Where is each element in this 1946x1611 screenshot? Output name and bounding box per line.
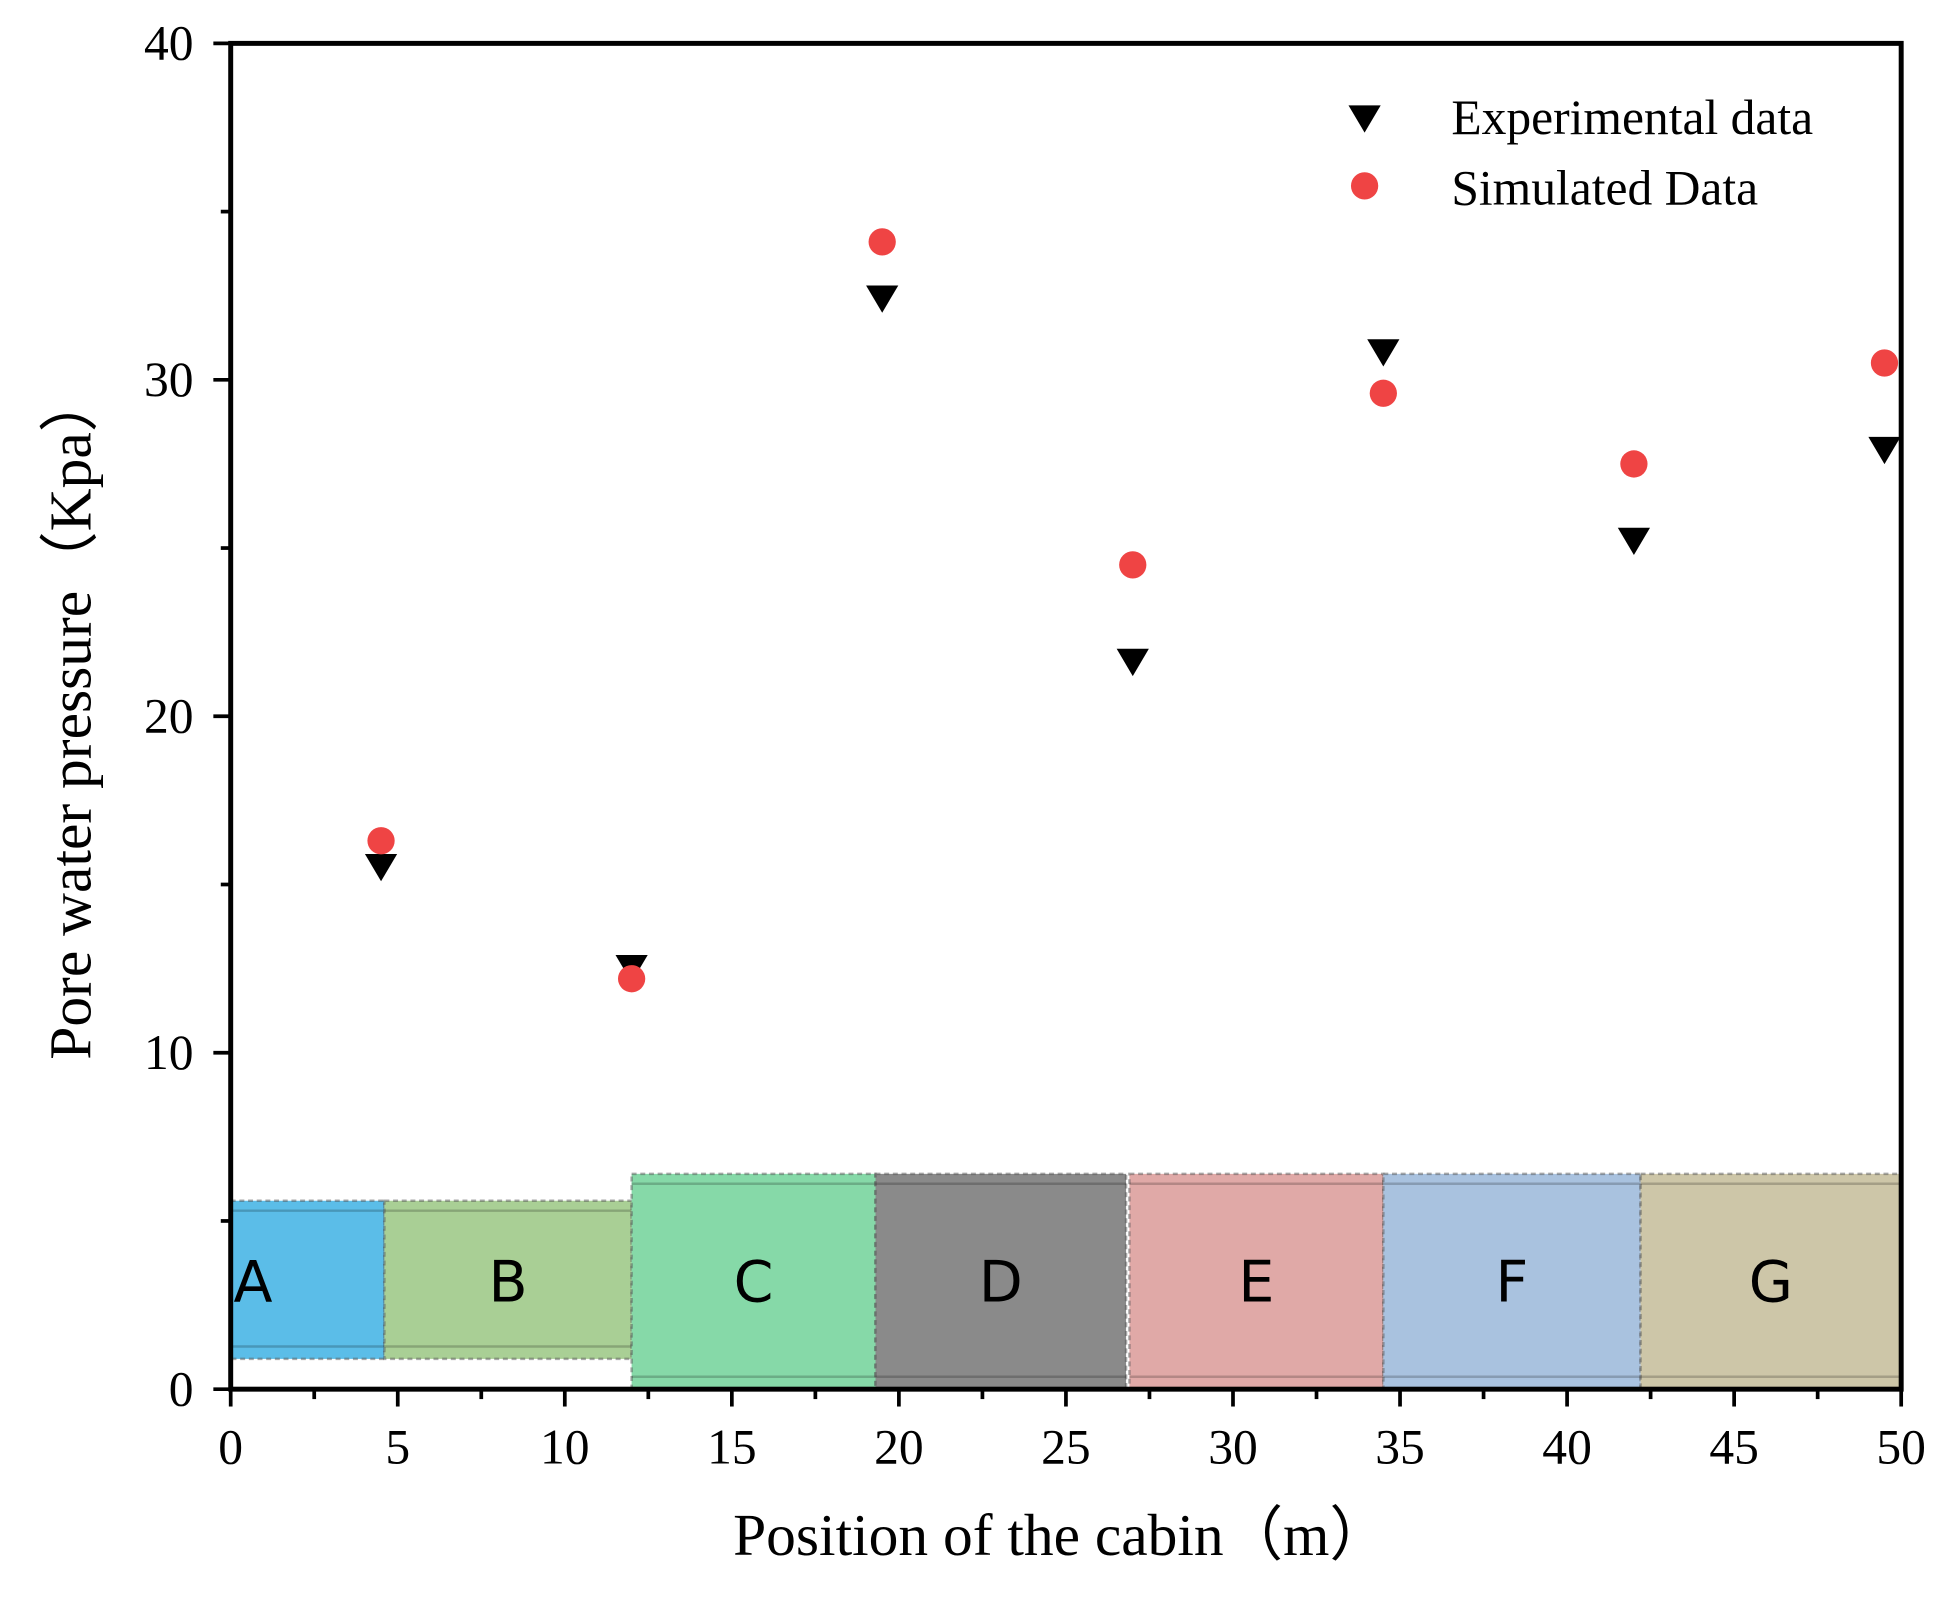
cabin-section-c	[630, 1172, 877, 1391]
x-tick-label: 0	[218, 1420, 243, 1475]
cabin-section-label: B	[488, 1250, 527, 1316]
x-tick-label: 35	[1375, 1420, 1425, 1475]
simulated-data-point	[367, 827, 395, 855]
simulated-data-point	[1369, 379, 1397, 407]
x-tick-label: 5	[385, 1420, 410, 1475]
experimental-data-point	[1116, 648, 1149, 677]
y-tick-label: 30	[144, 352, 194, 407]
legend-label-experimental: Experimental data	[1451, 90, 1813, 145]
x-tick-label: 25	[1041, 1420, 1091, 1475]
legend-label-simulated: Simulated Data	[1451, 160, 1758, 215]
cabin-section-label: A	[234, 1250, 273, 1316]
data-points	[364, 228, 1901, 993]
x-tick-label: 30	[1208, 1420, 1258, 1475]
legend-marker-simulated	[1350, 172, 1379, 200]
experimental-data-point	[1617, 527, 1651, 555]
cabin-section-f	[1382, 1172, 1642, 1391]
cabin-section-e	[1128, 1172, 1385, 1391]
cabin-section-label: C	[734, 1250, 774, 1316]
y-tick-label: 0	[169, 1361, 194, 1416]
x-tick-label: 20	[874, 1420, 924, 1475]
cabin-sections: A B C D E F G	[229, 1172, 1903, 1391]
simulated-data-point	[868, 228, 896, 256]
experimental-data-point	[364, 854, 398, 882]
cabin-section-d	[874, 1172, 1128, 1391]
plot-frame	[228, 40, 1904, 1392]
axis-ticks: 0 5 10 15 20 25 30 35 40 45 50 0 10 20 30 40	[144, 15, 1926, 1474]
cabin-section-label: F	[1496, 1250, 1529, 1316]
cabin-section-label: G	[1749, 1250, 1793, 1316]
x-tick-label: 40	[1542, 1420, 1592, 1475]
simulated-data-point	[1870, 349, 1899, 377]
cabin-section-a	[229, 1199, 386, 1361]
y-tick-label: 20	[144, 688, 194, 743]
x-tick-label: 50	[1876, 1420, 1926, 1475]
y-tick-label: 40	[144, 15, 194, 70]
y-axis-label: Pore water pressure（Kpa）	[38, 373, 104, 1060]
y-tick-label: 10	[144, 1025, 194, 1080]
simulated-data-point	[617, 965, 646, 993]
legend: Experimental data Simulated Data	[1348, 90, 1813, 215]
x-axis-label: Position of the cabin（m）	[733, 1502, 1389, 1568]
cabin-section-b	[383, 1199, 633, 1361]
cabin-section-label: E	[1238, 1250, 1274, 1316]
cabin-section-label: D	[979, 1250, 1023, 1316]
experimental-data-point	[866, 285, 899, 313]
x-tick-label: 45	[1709, 1420, 1759, 1475]
simulated-data-point	[1620, 450, 1648, 478]
legend-marker-experimental	[1348, 105, 1381, 133]
simulated-data-point	[1119, 551, 1147, 579]
cabin-section-g	[1639, 1172, 1903, 1391]
x-tick-label: 15	[707, 1420, 757, 1475]
x-tick-label: 10	[540, 1420, 590, 1475]
experimental-data-point	[1367, 339, 1400, 367]
experimental-data-point	[1868, 436, 1901, 465]
